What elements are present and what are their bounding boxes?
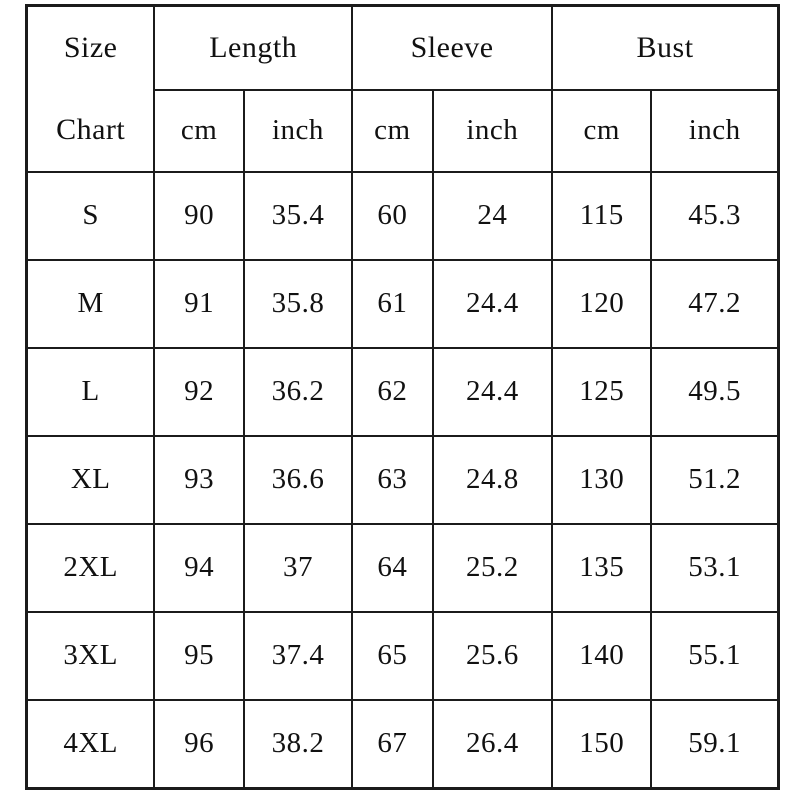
unit-header-length-inch: inch: [242, 88, 354, 173]
size-cell: 2XL: [25, 523, 156, 614]
value-cell-length-inch: 38.2: [242, 699, 354, 790]
value-cell-length-cm: 93: [153, 434, 245, 526]
value-cell-sleeve-inch: 25.2: [431, 523, 554, 614]
value-cell-bust-inch: 49.5: [650, 346, 780, 437]
table-row-l: L 92 36.2 62 24.4 125 49.5: [25, 346, 780, 437]
size-cell: L: [25, 346, 156, 437]
value-cell-bust-cm: 120: [551, 258, 653, 349]
value-cell-bust-inch: 51.2: [650, 434, 780, 526]
table-row-s: S 90 35.4 60 24 115 45.3: [25, 170, 780, 261]
value-cell-sleeve-cm: 65: [351, 611, 434, 702]
corner-cell: Size Chart: [25, 4, 156, 173]
value-cell-length-inch: 37: [242, 523, 354, 614]
table-row-3xl: 3XL 95 37.4 65 25.6 140 55.1: [25, 611, 780, 702]
corner-label-line2: Chart: [56, 113, 126, 147]
value-cell-length-cm: 96: [153, 699, 245, 790]
value-cell-sleeve-cm: 61: [351, 258, 434, 349]
table-row-xl: XL 93 36.6 63 24.8 130 51.2: [25, 434, 780, 526]
unit-header-sleeve-inch: inch: [431, 88, 554, 173]
table-header: Size Chart Length Sleeve Bust cm inch cm…: [25, 4, 780, 173]
value-cell-length-cm: 91: [153, 258, 245, 349]
corner-label: Size Chart: [28, 7, 153, 171]
value-cell-sleeve-cm: 60: [351, 170, 434, 261]
group-header-bust: Bust: [551, 4, 780, 91]
value-cell-bust-inch: 45.3: [650, 170, 780, 261]
group-header-length: Length: [153, 4, 354, 91]
value-cell-sleeve-inch: 25.6: [431, 611, 554, 702]
size-cell: 3XL: [25, 611, 156, 702]
size-cell: 4XL: [25, 699, 156, 790]
table-row-4xl: 4XL 96 38.2 67 26.4 150 59.1: [25, 699, 780, 790]
value-cell-bust-cm: 115: [551, 170, 653, 261]
table-row-2xl: 2XL 94 37 64 25.2 135 53.1: [25, 523, 780, 614]
value-cell-length-cm: 94: [153, 523, 245, 614]
unit-header-bust-cm: cm: [551, 88, 653, 173]
size-cell: S: [25, 170, 156, 261]
value-cell-sleeve-cm: 67: [351, 699, 434, 790]
value-cell-bust-cm: 140: [551, 611, 653, 702]
value-cell-bust-inch: 53.1: [650, 523, 780, 614]
value-cell-sleeve-inch: 24.4: [431, 346, 554, 437]
corner-label-line1: Size: [63, 31, 118, 65]
value-cell-length-inch: 36.2: [242, 346, 354, 437]
value-cell-length-cm: 95: [153, 611, 245, 702]
value-cell-sleeve-inch: 26.4: [431, 699, 554, 790]
value-cell-length-inch: 36.6: [242, 434, 354, 526]
value-cell-sleeve-inch: 24.4: [431, 258, 554, 349]
value-cell-sleeve-cm: 64: [351, 523, 434, 614]
unit-header-length-cm: cm: [153, 88, 245, 173]
value-cell-bust-cm: 130: [551, 434, 653, 526]
value-cell-bust-inch: 59.1: [650, 699, 780, 790]
value-cell-bust-inch: 55.1: [650, 611, 780, 702]
value-cell-bust-cm: 135: [551, 523, 653, 614]
unit-header-sleeve-cm: cm: [351, 88, 434, 173]
value-cell-bust-cm: 125: [551, 346, 653, 437]
size-cell: XL: [25, 434, 156, 526]
group-header-sleeve: Sleeve: [351, 4, 554, 91]
value-cell-length-cm: 92: [153, 346, 245, 437]
size-cell: M: [25, 258, 156, 349]
value-cell-length-inch: 35.4: [242, 170, 354, 261]
table-row-m: M 91 35.8 61 24.4 120 47.2: [25, 258, 780, 349]
value-cell-bust-cm: 150: [551, 699, 653, 790]
value-cell-length-inch: 37.4: [242, 611, 354, 702]
table-body: S 90 35.4 60 24 115 45.3 M 91 35.8 61 24…: [25, 170, 780, 790]
group-header-row: Size Chart Length Sleeve Bust: [25, 4, 780, 173]
value-cell-sleeve-inch: 24.8: [431, 434, 554, 526]
value-cell-sleeve-inch: 24: [431, 170, 554, 261]
value-cell-bust-inch: 47.2: [650, 258, 780, 349]
units-header-row: cm inch cm inch cm inch: [27, 88, 780, 173]
value-cell-length-cm: 90: [153, 170, 245, 261]
size-chart-table: Size Chart Length Sleeve Bust cm inch cm…: [25, 4, 780, 790]
value-cell-sleeve-cm: 63: [351, 434, 434, 526]
value-cell-length-inch: 35.8: [242, 258, 354, 349]
unit-header-bust-inch: inch: [650, 88, 780, 173]
value-cell-sleeve-cm: 62: [351, 346, 434, 437]
